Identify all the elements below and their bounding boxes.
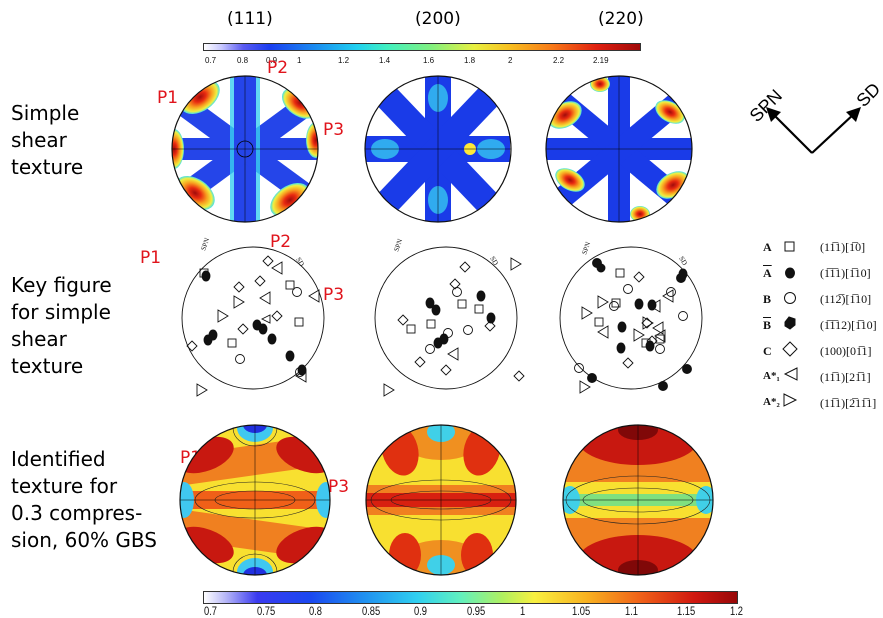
top-colorbar-tick: 1.2 xyxy=(338,56,350,65)
top-colorbar-tick: 0.9 xyxy=(266,56,278,65)
legend-label-c: (100)[01̅1] xyxy=(820,344,872,358)
pole-label-p3: P3 xyxy=(328,477,350,497)
row-label-line: Identified xyxy=(11,447,106,471)
row-label-line: texture for xyxy=(11,474,118,498)
pole-figure-200-simple-shear xyxy=(365,76,511,222)
key-figure-111: SPN SD xyxy=(181,237,325,397)
bottom-colorbar-tick: 1.1 xyxy=(624,604,638,618)
row-label-line: for simple xyxy=(11,300,111,324)
bottom-colorbar xyxy=(203,591,738,604)
axis-label-sd: SD xyxy=(488,255,499,267)
pole-label-p3: P3 xyxy=(323,285,345,305)
row-label-line: texture xyxy=(11,155,84,179)
bottom-colorbar-tick: 1.15 xyxy=(677,604,696,618)
pole-label-p1: P1 xyxy=(157,88,179,108)
axis-label-spn: SPN xyxy=(392,238,404,253)
legend-symbol-c: C xyxy=(763,344,772,358)
legend-label-a2-star: (11̅1)[2̅11̅1] xyxy=(820,396,877,410)
legend-label-a1-star: (11̅1)[21̅1] xyxy=(820,370,871,384)
pole-label-p2: P2 xyxy=(270,232,292,252)
column-header-220: (220) xyxy=(598,9,644,29)
top-colorbar-tick: 1.4 xyxy=(379,56,391,65)
key-figure-200: SPN SD xyxy=(374,238,525,397)
legend-symbol-b-bar: B xyxy=(763,318,772,332)
legend-symbol-a2-star: A*₂ xyxy=(763,396,780,408)
spn-arrow-head xyxy=(766,107,781,122)
bottom-colorbar-tick: 0.85 xyxy=(361,604,381,618)
pole-figure-200-identified xyxy=(366,425,516,575)
pole-label-p1: P1 xyxy=(140,248,162,268)
axis-label-spn: SPN xyxy=(580,241,592,256)
bottom-colorbar-tick: 1.2 xyxy=(730,604,744,618)
row-label-line: Simple xyxy=(11,101,80,125)
legend-symbol-a1-star: A*₁ xyxy=(763,370,780,382)
top-colorbar-gradient xyxy=(203,43,641,51)
top-colorbar-tick: 2.19 xyxy=(593,56,609,65)
pole-figure-111-identified xyxy=(180,425,330,575)
axis-label-sd: SD xyxy=(294,256,305,268)
legend-label-b: (112̅)[1̅10] xyxy=(820,292,872,306)
bottom-colorbar-tick: 1.05 xyxy=(572,604,591,618)
row-label-key-figure: Key figure for simple shear texture xyxy=(11,272,112,380)
column-header-111: (111) xyxy=(227,9,273,29)
pole-label-p2: P2 xyxy=(267,58,289,78)
top-colorbar-tick: 1.6 xyxy=(423,56,435,65)
bottom-colorbar-tick: 0.95 xyxy=(467,604,486,618)
top-colorbar-tick: 1 xyxy=(297,56,302,65)
bottom-colorbar-tick: 1 xyxy=(519,604,525,618)
pole-figure-111-simple-shear xyxy=(172,76,318,222)
legend-label-b-bar: (1̅1̅12)[1̅10] xyxy=(820,318,877,332)
legend-symbol-a: A xyxy=(763,240,772,254)
row-label-line: shear xyxy=(11,327,67,351)
top-colorbar-tick: 1.8 xyxy=(464,56,476,65)
bottom-colorbar-tick: 0.75 xyxy=(256,604,275,618)
row-label-identified-texture: Identified texture for 0.3 compres- sion… xyxy=(11,446,157,554)
legend-label-a-bar: (1̅1̅1)[1̅10] xyxy=(820,266,871,280)
row-label-line: shear xyxy=(11,128,67,152)
axis-label-sd: SD xyxy=(852,79,883,111)
axis-label-sd: SD xyxy=(677,255,688,267)
top-colorbar-tick: 2 xyxy=(508,56,513,65)
row-label-line: 0.3 compres- xyxy=(11,501,143,525)
column-header-200: (200) xyxy=(415,9,461,29)
top-colorbar-tick: 2.2 xyxy=(553,56,565,65)
legend-markers xyxy=(782,241,798,407)
legend-symbol-b: B xyxy=(763,292,772,306)
bottom-colorbar-tick: 0.7 xyxy=(204,604,218,618)
sd-arrow-head xyxy=(846,107,861,122)
row-label-line: texture xyxy=(11,354,84,378)
spn-sd-axes-diagram xyxy=(771,112,856,154)
row-label-simple-shear: Simple shear texture xyxy=(11,100,83,181)
pole-figure-220-identified xyxy=(563,425,713,575)
legend-symbol-a-bar: A xyxy=(763,266,772,280)
key-figure-220: SPN SD xyxy=(559,241,703,394)
legend-label-a: (11̅1)[1̅0] xyxy=(820,240,866,254)
bottom-colorbar-tick: 0.8 xyxy=(309,604,323,618)
bottom-colorbar-tick: 0.9 xyxy=(414,604,428,618)
pole-label-p3: P3 xyxy=(323,120,345,140)
top-colorbar-tick: 0.7 xyxy=(205,56,217,65)
pole-figure-220-simple-shear xyxy=(546,76,692,222)
top-colorbar xyxy=(203,43,641,55)
axis-label-spn: SPN xyxy=(199,237,211,252)
top-colorbar-tick: 0.8 xyxy=(237,56,249,65)
row-label-line: Key figure xyxy=(11,273,112,297)
row-label-line: sion, 60% GBS xyxy=(11,528,157,552)
